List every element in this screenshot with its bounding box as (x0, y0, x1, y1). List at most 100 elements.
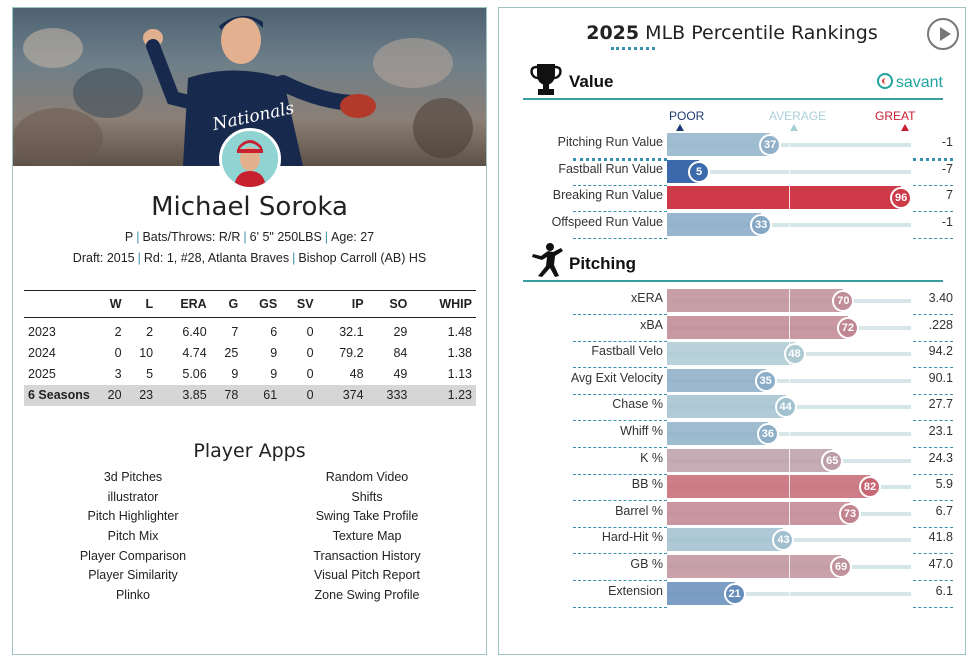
percentile-track: 21 (667, 581, 911, 605)
app-link[interactable]: Player Comparison (79, 548, 187, 563)
metric-row[interactable]: K % 65 24.3 (499, 447, 965, 475)
percentile-track: 82 (667, 475, 911, 499)
stats-header-ip: IP (317, 290, 368, 318)
metric-row[interactable]: xBA 72 .228 (499, 314, 965, 342)
app-link[interactable]: 3d Pitches (103, 470, 163, 484)
percentile-bubble[interactable]: 48 (783, 343, 806, 366)
average-line (789, 315, 790, 339)
app-link[interactable]: Plinko (115, 588, 151, 603)
pitching-section-header: Pitching (523, 243, 943, 282)
value-section-label: Value (569, 72, 614, 91)
average-line (789, 213, 790, 237)
app-link[interactable]: Visual Pitch Report (313, 568, 421, 583)
metric-row[interactable]: Chase % 44 27.7 (499, 393, 965, 422)
app-link[interactable]: Swing Take Profile (315, 509, 419, 524)
percentile-bubble[interactable]: 44 (774, 396, 797, 419)
table-row: 2024 0 10 4.74 25 9 0 79.2 84 1.38 (24, 343, 476, 364)
metric-label: GB % (630, 557, 663, 571)
metric-row[interactable]: Extension 21 6.1 (499, 580, 965, 608)
percentile-bubble[interactable]: 21 (723, 582, 746, 605)
percentile-bubble[interactable]: 36 (756, 423, 779, 445)
stats-header-gs: GS (242, 290, 282, 318)
percentile-bubble[interactable]: 82 (859, 476, 882, 499)
row-divider (573, 553, 667, 555)
app-link[interactable]: Random Video (325, 470, 409, 484)
row-divider (913, 606, 953, 608)
play-button[interactable] (927, 18, 959, 50)
percentile-bubble[interactable]: 33 (750, 214, 773, 237)
percentile-bubble[interactable]: 72 (836, 316, 859, 339)
stats-header-l: L (125, 290, 158, 318)
table-cell: 78 (210, 384, 243, 406)
metric-row[interactable]: Pitching Run Value 37 -1 (499, 131, 965, 161)
app-link[interactable]: Player Similarity (88, 568, 178, 583)
metric-row[interactable]: xERA 70 3.40 (499, 287, 965, 315)
table-cell: 5.06 (182, 367, 207, 381)
table-cell: 3.85 (157, 384, 211, 406)
row-divider (913, 500, 953, 502)
scale-poor-marker (676, 124, 684, 131)
percentile-bar (667, 186, 902, 210)
app-link[interactable]: Texture Map (332, 529, 402, 544)
metric-row[interactable]: Whiff % 36 23.1 (499, 420, 965, 448)
stats-total-row: 6 Seasons 20 23 3.85 78 61 0 374 333 1.23 (24, 384, 476, 406)
table-cell: 374 (317, 384, 368, 406)
stats-header-w: W (94, 290, 126, 318)
app-link[interactable]: Pitch Highlighter (87, 509, 179, 524)
row-divider (573, 158, 667, 161)
app-link[interactable]: illustrator (107, 489, 159, 504)
metric-row[interactable]: Avg Exit Velocity 35 90.1 (499, 367, 965, 395)
scale-average-label: AVERAGE (769, 109, 827, 123)
rankings-title: 2025 MLB Percentile Rankings (499, 22, 965, 44)
metric-row[interactable]: Barrel % 73 6.7 (499, 500, 965, 528)
percentile-bubble[interactable]: 70 (832, 290, 855, 312)
metric-row[interactable]: Offspeed Run Value 33 -1 (499, 211, 965, 240)
percentile-bubble[interactable]: 37 (759, 134, 782, 156)
title-underline (611, 47, 655, 50)
player-apps-title: Player Apps (193, 440, 306, 462)
percentile-bubble[interactable]: 43 (772, 529, 795, 552)
percentile-bubble[interactable]: 5 (688, 160, 711, 183)
percentile-bubble[interactable]: 69 (830, 556, 853, 578)
metric-row[interactable]: BB % 82 5.9 (499, 473, 965, 502)
average-line (789, 186, 790, 210)
metric-row[interactable]: Fastball Velo 48 94.2 (499, 340, 965, 369)
table-cell: 0 (306, 346, 314, 360)
pitcher-graphic: Nationals (143, 15, 376, 166)
row-divider (573, 393, 667, 395)
app-link[interactable]: Shifts (351, 489, 383, 504)
percentile-track: 70 (667, 289, 911, 312)
bio-position: P (124, 230, 134, 244)
table-cell: 6 (270, 325, 278, 340)
row-divider (913, 158, 953, 161)
table-cell: 2023 (28, 325, 56, 340)
metric-value: 90.1 (928, 370, 953, 385)
percentile-track: 69 (667, 555, 911, 578)
app-link[interactable]: Transaction History (313, 548, 421, 563)
percentile-bubble[interactable]: 96 (890, 187, 913, 210)
table-cell: 49 (393, 367, 408, 381)
metric-label: Breaking Run Value (552, 188, 663, 203)
average-line (789, 422, 790, 445)
percentile-bubble[interactable]: 35 (754, 369, 777, 392)
stats-header-so: SO (367, 290, 412, 318)
metric-row[interactable]: Fastball Run Value 5 -7 (499, 158, 965, 186)
pitching-section-label: Pitching (569, 254, 637, 273)
table-cell: 10 (139, 346, 154, 360)
row-divider (913, 340, 953, 342)
app-link[interactable]: Pitch Mix (107, 529, 159, 544)
percentile-bubble[interactable]: 73 (839, 502, 862, 525)
app-link[interactable]: Zone Swing Profile (314, 588, 420, 603)
metric-label: Hard-Hit % (601, 530, 663, 545)
percentile-bubble[interactable]: 65 (821, 449, 844, 472)
table-cell: 2024 (28, 346, 56, 360)
stats-header-g: G (210, 290, 243, 318)
savant-logo[interactable]: savant (876, 73, 943, 92)
table-cell: 2 (114, 325, 122, 340)
metric-row[interactable]: Hard-Hit % 43 41.8 (499, 526, 965, 555)
metric-row[interactable]: GB % 69 47.0 (499, 553, 965, 581)
metric-row[interactable]: Breaking Run Value 96 7 (499, 184, 965, 213)
bio-age: Age: 27 (331, 230, 375, 244)
scale-poor-label: POOR (669, 109, 705, 123)
percentile-bar (667, 448, 833, 472)
